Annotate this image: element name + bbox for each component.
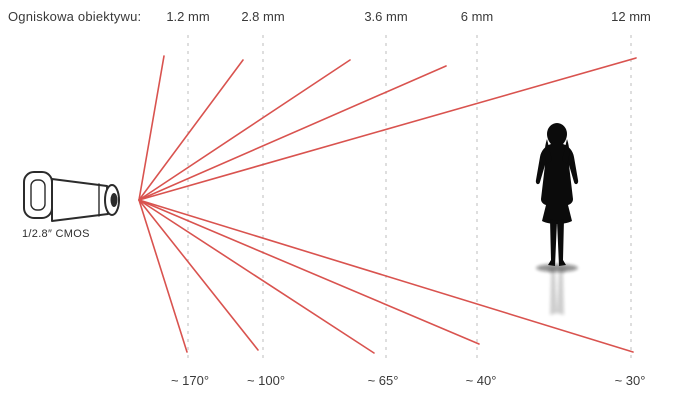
person-reflection [548,268,566,315]
person-shadow [536,264,578,272]
fov-line-lower-1-2mm [138,199,188,353]
angle-label-1-2mm: ~ 170° [170,373,210,388]
focal-label-2-8mm: 2.8 mm [241,9,285,24]
fov-line-lower-12mm [138,199,634,353]
fov-line-upper-12mm [138,57,637,201]
fov-line-lower-2-8mm [138,199,259,351]
focal-label-12mm: 12 mm [611,9,651,24]
angle-label-6mm: ~ 40° [465,373,497,388]
fov-line-upper-2-8mm [138,59,244,201]
fov-line-upper-6mm [138,65,447,201]
fov-line-lower-6mm [138,199,480,345]
focal-label-6mm: 6 mm [460,9,494,24]
angle-label-2-8mm: ~ 100° [246,373,286,388]
diagram-caption: Ogniskowa obiektywu: [8,9,142,24]
focal-label-3-6mm: 3.6 mm [364,9,408,24]
fov-line-lower-3-6mm [138,199,375,354]
fov-line-upper-3-6mm [138,59,351,201]
camera-icon [23,171,120,222]
angle-label-3-6mm: ~ 65° [367,373,399,388]
focal-label-1-2mm: 1.2 mm [166,9,210,24]
person-silhouette [535,123,579,315]
fov-line-upper-1-2mm [138,55,165,201]
angle-label-12mm: ~ 30° [614,373,646,388]
sensor-label: 1/2.8″ CMOS [22,228,90,240]
